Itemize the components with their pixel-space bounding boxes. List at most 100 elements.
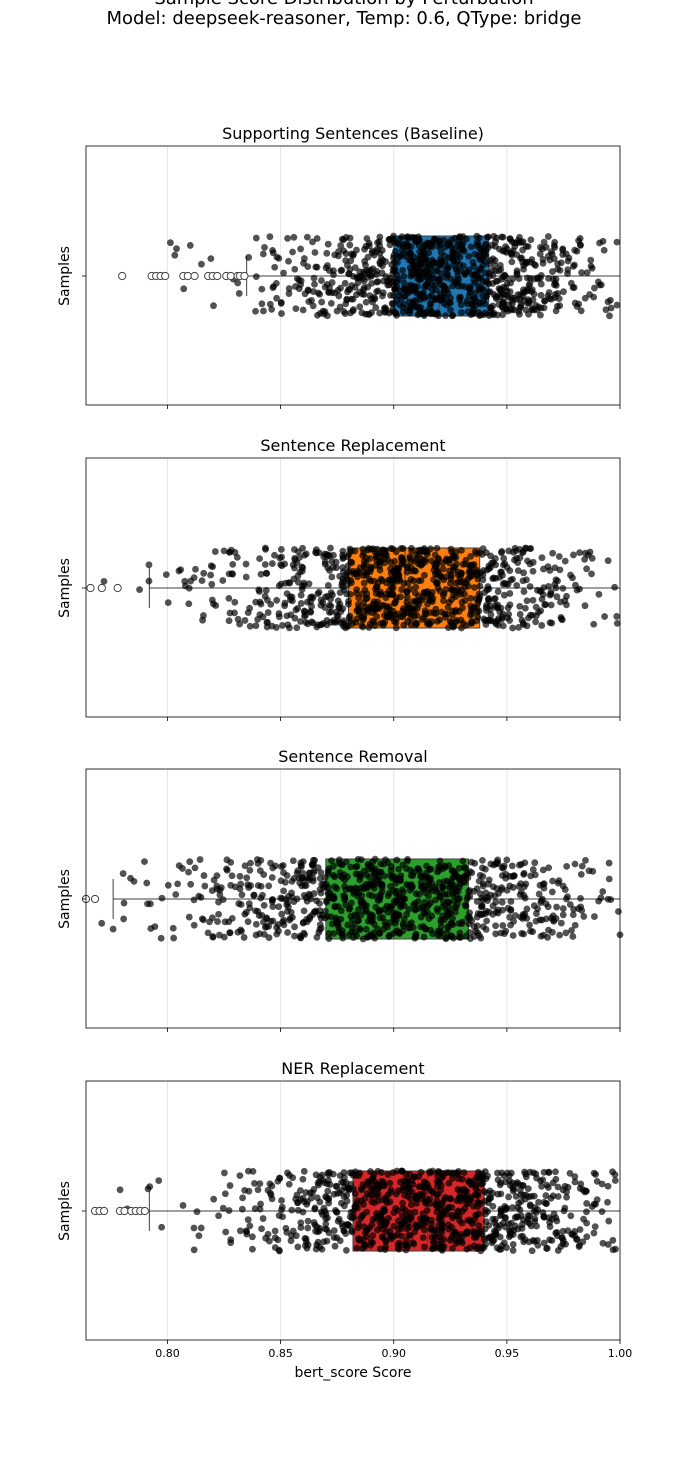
- data-point: [414, 1192, 422, 1200]
- data-point: [363, 1233, 371, 1241]
- data-point: [540, 238, 548, 246]
- data-point: [519, 1182, 527, 1189]
- data-point: [459, 857, 467, 865]
- data-point: [389, 308, 397, 316]
- data-point: [238, 1205, 246, 1213]
- data-point: [393, 856, 401, 864]
- data-point: [259, 1215, 267, 1222]
- data-point: [343, 296, 351, 304]
- data-point: [456, 1217, 463, 1224]
- data-point: [356, 925, 363, 932]
- y-axis-label: Samples: [57, 246, 73, 306]
- data-point: [158, 1223, 166, 1231]
- data-point: [501, 272, 509, 280]
- data-point: [523, 597, 531, 605]
- data-point: [512, 547, 520, 555]
- data-point: [378, 881, 386, 889]
- data-point: [479, 856, 486, 864]
- data-point: [507, 250, 515, 258]
- data-point: [462, 932, 470, 940]
- data-point: [515, 883, 523, 890]
- data-point: [449, 1169, 456, 1177]
- data-point: [355, 906, 362, 914]
- data-point: [297, 245, 305, 253]
- data-point: [231, 609, 238, 617]
- data-point: [229, 560, 237, 568]
- data-point: [440, 236, 448, 244]
- data-point: [570, 551, 577, 559]
- data-point: [578, 862, 586, 870]
- data-point: [521, 604, 529, 612]
- data-point: [300, 259, 307, 267]
- data-point: [472, 1211, 480, 1219]
- data-point: [373, 278, 381, 286]
- data-point: [583, 1208, 590, 1216]
- data-point: [222, 1228, 230, 1236]
- data-point: [479, 278, 487, 285]
- data-point: [408, 547, 416, 555]
- data-point: [436, 296, 444, 304]
- data-point: [403, 1241, 410, 1249]
- data-point: [476, 266, 484, 274]
- data-point: [474, 613, 482, 621]
- data-point: [482, 604, 490, 611]
- data-point: [503, 886, 511, 894]
- data-point: [190, 896, 198, 904]
- data-point: [354, 1204, 361, 1212]
- data-point: [435, 243, 443, 251]
- data-point: [317, 889, 325, 897]
- axes-frame: [85, 1080, 621, 1341]
- data-point: [141, 858, 148, 866]
- data-point: [485, 1234, 493, 1242]
- data-point: [568, 927, 575, 934]
- data-point: [226, 929, 234, 937]
- data-point: [568, 1231, 576, 1238]
- data-point: [549, 268, 556, 275]
- data-point: [533, 910, 540, 917]
- data-point: [553, 903, 561, 911]
- data-point: [550, 1210, 558, 1218]
- data-point: [414, 865, 422, 872]
- data-point: [422, 610, 430, 618]
- data-point: [197, 1224, 205, 1232]
- y-axis-label: Samples: [57, 1181, 73, 1241]
- data-point: [463, 1230, 471, 1237]
- data-point: [540, 1239, 548, 1247]
- data-point: [470, 887, 478, 895]
- data-point: [441, 243, 449, 251]
- data-point: [516, 603, 524, 610]
- data-point: [443, 270, 451, 278]
- data-point: [382, 590, 390, 598]
- data-point: [460, 1169, 468, 1176]
- data-point: [484, 1208, 492, 1215]
- data-point: [488, 1239, 496, 1247]
- data-point: [521, 1168, 528, 1176]
- data-point: [244, 1216, 252, 1224]
- data-point: [364, 1178, 372, 1186]
- data-point: [548, 1215, 556, 1223]
- data-point: [362, 925, 370, 933]
- data-point: [388, 300, 396, 307]
- data-point: [186, 858, 194, 866]
- data-point: [471, 859, 479, 867]
- data-point: [599, 237, 607, 245]
- data-point: [278, 310, 285, 317]
- data-point: [256, 1180, 264, 1188]
- data-point: [398, 1212, 406, 1220]
- data-point: [325, 935, 333, 942]
- data-point: [450, 258, 458, 265]
- data-point: [127, 874, 134, 882]
- data-point: [242, 573, 250, 581]
- data-point: [562, 929, 570, 937]
- data-point: [448, 1204, 456, 1211]
- data-point: [397, 545, 405, 552]
- data-point: [311, 280, 318, 288]
- data-point: [379, 262, 386, 270]
- data-point: [339, 564, 347, 571]
- data-point: [554, 879, 562, 887]
- data-point: [256, 611, 264, 619]
- data-point: [583, 1233, 591, 1241]
- outlier-point: [226, 271, 235, 281]
- data-point: [525, 281, 533, 289]
- data-point: [305, 298, 313, 306]
